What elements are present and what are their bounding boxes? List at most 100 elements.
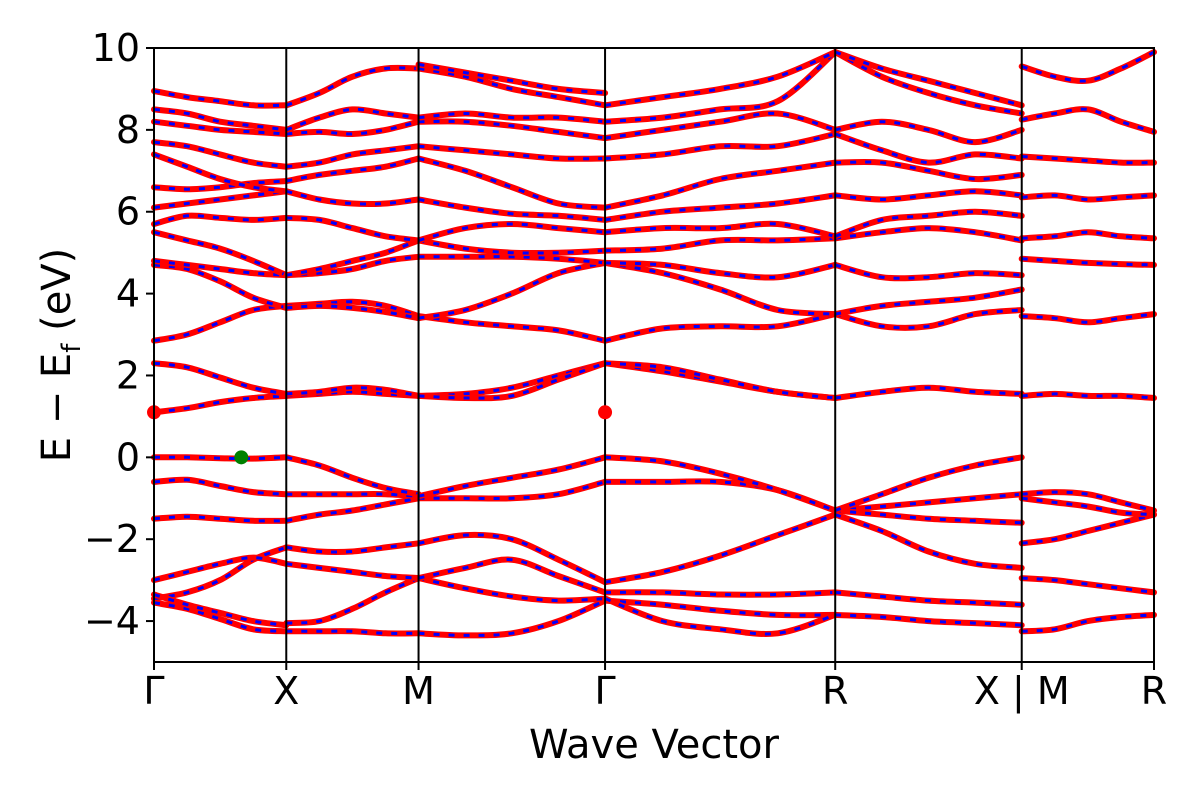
band-line-dashed <box>286 390 419 398</box>
band-line <box>602 192 839 223</box>
band-line <box>151 599 290 635</box>
band-line-dashed <box>834 120 1023 144</box>
y-tick-label: 0 <box>116 435 140 479</box>
band-line <box>832 384 1025 401</box>
band-line-dashed <box>1021 576 1155 594</box>
band-line <box>1018 511 1157 547</box>
band-line-dashed <box>835 492 1022 512</box>
band-line-dashed <box>418 198 606 222</box>
band-line-dashed <box>153 189 287 210</box>
band-line <box>1018 489 1157 514</box>
band-line <box>151 302 290 344</box>
band-line-dashed <box>834 50 1023 107</box>
band-line-dashed <box>418 255 606 265</box>
band-line <box>602 259 839 281</box>
band-line-dashed <box>834 308 1022 330</box>
x-tick-label: M <box>402 669 435 713</box>
band-line-dashed <box>835 590 1022 607</box>
band-line <box>415 196 609 223</box>
band-line-dashed <box>418 480 606 501</box>
band-line-dashed <box>286 562 419 580</box>
band-line-dashed <box>418 62 606 95</box>
band-line-dashed <box>1021 193 1155 202</box>
band-line-dashed <box>1021 257 1155 267</box>
band-line <box>602 220 839 240</box>
y-axis-label-sub: f <box>57 343 87 353</box>
band-line <box>283 454 422 498</box>
band-line <box>602 589 839 598</box>
band-line-dashed <box>418 558 606 594</box>
band-line-dashed <box>418 157 606 210</box>
band-line-dashed <box>286 492 419 498</box>
band-line-dashed <box>1021 230 1155 240</box>
band-line-dashed <box>604 261 836 316</box>
band-line-dashed <box>418 533 606 584</box>
band-line-dashed <box>1021 312 1155 324</box>
band-line-dashed <box>604 597 836 636</box>
y-tick-label: −2 <box>84 517 140 561</box>
extremum-markers <box>147 405 613 465</box>
band-line <box>602 311 839 344</box>
band-line-dashed <box>604 50 836 107</box>
band-line <box>832 118 1025 146</box>
band-line-dashed <box>418 144 606 161</box>
band-line <box>151 139 290 170</box>
band-line <box>602 511 839 586</box>
band-line <box>151 106 290 133</box>
band-line <box>415 237 609 257</box>
band-line-dashed <box>153 120 287 136</box>
band-line <box>415 221 609 244</box>
band-line-dashed <box>418 599 606 637</box>
x-tick-label: R <box>822 669 848 713</box>
band-line <box>151 88 290 109</box>
band-line <box>415 360 609 399</box>
y-axis-ticks: −4 −2 0 2 4 6 8 10 <box>84 26 154 643</box>
band-line-dashed <box>1021 50 1155 83</box>
band-line <box>151 229 290 279</box>
y-axis-label: E − Ef (eV) <box>34 248 87 463</box>
band-line <box>151 151 290 195</box>
band-line-dashed <box>604 161 836 210</box>
band-line <box>415 155 609 211</box>
band-line-dashed <box>834 288 1022 316</box>
band-line-dashed <box>835 189 1022 202</box>
band-line <box>602 360 839 401</box>
band-line-dashed <box>286 629 419 635</box>
y-tick-label: 10 <box>92 26 140 70</box>
band-line-dashed <box>418 314 606 343</box>
band-line <box>283 237 422 279</box>
band-line <box>415 259 609 322</box>
band-line-dashed <box>286 300 420 318</box>
band-line-dashed <box>1021 392 1155 400</box>
y-tick-label: 4 <box>116 272 140 316</box>
band-line-dashed <box>286 541 419 554</box>
band-line-dashed <box>835 509 1022 525</box>
extremum-marker <box>234 450 249 465</box>
bands-layer <box>151 49 1157 639</box>
band-line <box>415 143 609 162</box>
band-line <box>151 360 290 397</box>
x-tick-label: Γ <box>594 669 615 713</box>
band-line <box>283 575 422 627</box>
band-line-dashed <box>834 263 1022 280</box>
x-axis-ticks: Γ X M Γ R X | M R <box>143 662 1167 714</box>
y-tick-label: 6 <box>116 190 140 234</box>
band-line-dashed <box>835 160 1022 181</box>
band-line-dashed <box>604 513 836 584</box>
high-symmetry-lines <box>285 48 1023 662</box>
band-line <box>832 589 1025 608</box>
band-line-dashed <box>834 132 1022 165</box>
band-line <box>283 155 422 184</box>
band-line <box>415 313 609 344</box>
band-line-dashed <box>834 455 1022 512</box>
y-axis-label-main: E − E <box>34 353 80 463</box>
band-line-dashed <box>418 238 606 255</box>
band-line-dashed <box>418 361 606 400</box>
extremum-marker <box>598 405 613 420</box>
band-line <box>602 110 839 142</box>
band-line-dashed <box>153 455 287 461</box>
band-line-dashed <box>835 226 1022 242</box>
band-line-dashed <box>418 119 606 140</box>
band-line <box>151 554 290 584</box>
